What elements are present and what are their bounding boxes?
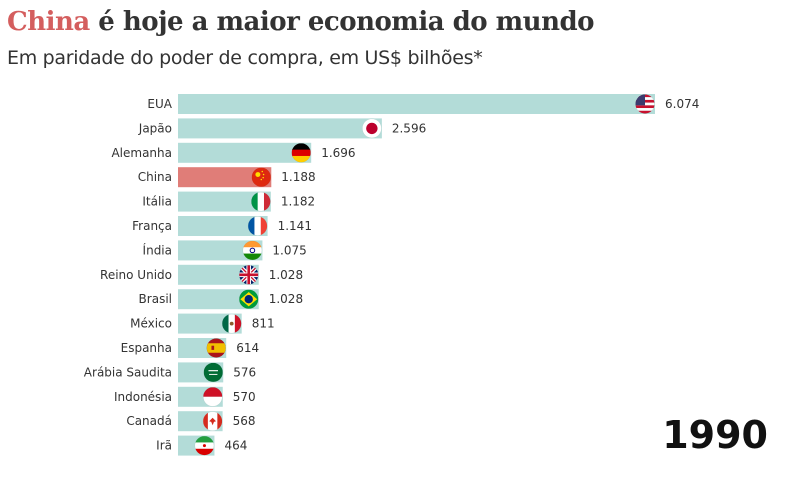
france-flag-icon (248, 216, 268, 236)
category-label-canad-: Canadá (126, 414, 172, 428)
india-flag-icon (242, 240, 262, 260)
value-label-eua: 6.074 (665, 97, 699, 111)
category-label-brasil: Brasil (139, 292, 172, 306)
saudi-arabia-flag-icon (203, 362, 223, 382)
category-label-fran-a: França (132, 219, 172, 233)
germany-flag-icon (291, 143, 311, 163)
indonesia-flag-icon (203, 387, 223, 407)
value-label-m-xico: 811 (252, 317, 275, 331)
canada-flag-icon (203, 411, 223, 431)
bar-fran-a (178, 216, 268, 236)
brazil-flag-icon (239, 289, 259, 309)
value-label-brasil: 1.028 (269, 292, 303, 306)
value-label-fran-a: 1.141 (278, 219, 312, 233)
bar-eua (178, 94, 655, 114)
value-label-alemanha: 1.696 (321, 146, 355, 160)
china-flag-icon (251, 167, 271, 187)
italy-flag-icon (251, 192, 271, 212)
value-label-canad-: 568 (233, 414, 256, 428)
value-label-jap-o: 2.596 (392, 121, 426, 135)
value-label-espanha: 614 (236, 341, 259, 355)
value-label-it-lia: 1.182 (281, 195, 315, 209)
value-label-china: 1.188 (281, 170, 315, 184)
bar-jap-o (178, 118, 382, 139)
category-label-it-lia: Itália (142, 195, 172, 209)
value-label--ndia: 1.075 (272, 243, 306, 257)
bar-reino-unido (178, 264, 259, 285)
value-label-ar-bia-saudita: 576 (233, 365, 256, 379)
category-label-ar-bia-saudita: Arábia Saudita (84, 365, 172, 379)
category-label-indon-sia: Indonésia (114, 390, 172, 404)
year-label: 1990 (662, 413, 768, 457)
us-flag-icon (635, 94, 655, 114)
value-label-indon-sia: 570 (233, 390, 256, 404)
category-label-espanha: Espanha (121, 341, 172, 355)
category-label--ndia: Índia (143, 242, 172, 257)
category-label-jap-o: Japão (138, 121, 172, 135)
bar-it-lia (178, 191, 271, 212)
japan-flag-icon (362, 118, 382, 138)
category-label-alemanha: Alemanha (111, 146, 172, 160)
category-label-m-xico: México (130, 317, 172, 331)
uk-flag-icon (239, 265, 259, 285)
category-label-reino-unido: Reino Unido (100, 268, 172, 282)
category-label-china: China (138, 170, 172, 184)
bar-brasil (178, 289, 259, 310)
bar-alemanha (178, 142, 312, 163)
chart-subtitle: Em paridade do poder de compra, em US$ b… (7, 47, 483, 69)
category-label-eua: EUA (147, 97, 172, 111)
value-label-ir-: 464 (224, 439, 247, 453)
spain-flag-icon (206, 338, 226, 358)
value-label-reino-unido: 1.028 (269, 268, 303, 282)
bar--ndia (178, 240, 263, 261)
title-highlight: China (7, 7, 90, 37)
title-rest: é hoje a maior economia do mundo (89, 7, 595, 37)
category-label-ir-: Irã (156, 439, 172, 453)
mexico-flag-icon (222, 314, 242, 334)
iran-flag-icon (194, 436, 214, 456)
chart-title: China é hoje a maior economia do mundo (7, 7, 595, 37)
bar-china (178, 167, 272, 188)
